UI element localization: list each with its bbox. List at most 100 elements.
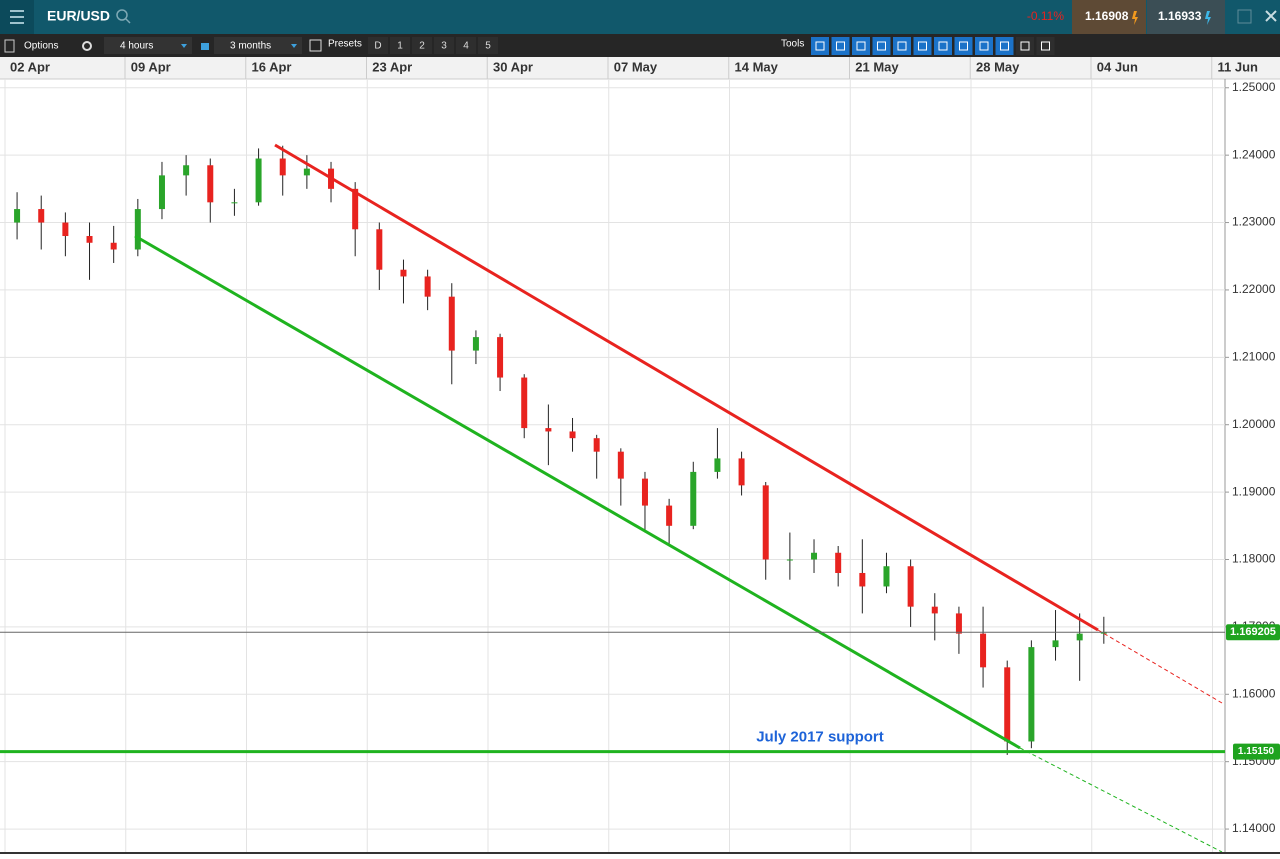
search-icon[interactable]: [116, 9, 128, 21]
x-tick-label: 14 May: [735, 59, 779, 74]
support-box: [1233, 743, 1280, 760]
x-tick-label: 21 May: [855, 59, 899, 74]
tool-button[interactable]: [852, 37, 870, 55]
sell-price: 1.16908: [1085, 9, 1129, 23]
y-tick-label: 1.21000: [1232, 349, 1276, 363]
maximize-button[interactable]: [1237, 9, 1252, 24]
tool-button[interactable]: [893, 37, 911, 55]
resistance-extension: [1097, 629, 1223, 704]
tool-button[interactable]: [1016, 37, 1034, 55]
y-tick-label: 1.19000: [1232, 484, 1276, 498]
resistance-line[interactable]: [274, 143, 1099, 632]
tool-button[interactable]: [831, 37, 850, 55]
candle-body: [617, 451, 624, 479]
symbol[interactable]: EUR/USD: [47, 8, 110, 24]
candle-body: [448, 296, 455, 351]
preset-label: D: [374, 41, 381, 52]
candle-body: [110, 242, 117, 250]
candle-body: [38, 209, 45, 223]
search-icon: [125, 18, 131, 24]
candle-body: [738, 458, 745, 486]
tool-button[interactable]: [811, 37, 829, 55]
tool-button[interactable]: [1036, 37, 1055, 55]
candle-body: [158, 175, 165, 210]
tool-icon: [815, 41, 825, 51]
presets-label: Presets: [328, 39, 362, 50]
tool-icon: [918, 41, 927, 51]
date-axis: [0, 57, 1280, 79]
candle-body: [835, 552, 842, 573]
candle-body: [255, 158, 262, 203]
candle-body: [569, 431, 576, 439]
candle-body: [762, 485, 769, 560]
candle-body: [303, 168, 310, 176]
close-button[interactable]: [1265, 10, 1277, 22]
options-icon: [4, 39, 15, 53]
candle-body: [279, 158, 286, 176]
preset-button[interactable]: [456, 37, 476, 54]
candle-body: [931, 606, 938, 614]
preset-label: 1: [397, 41, 403, 52]
tool-icon: [877, 41, 886, 51]
tool-icon: [1020, 41, 1030, 51]
candle-body: [472, 337, 479, 351]
candle-body: [1100, 632, 1107, 634]
y-tick-label: 1.24000: [1232, 147, 1276, 161]
tool-icon: [856, 41, 866, 51]
x-tick-label: 28 May: [976, 59, 1020, 74]
candle-body: [786, 559, 793, 561]
tool-icon: [1041, 41, 1050, 51]
calendar-icon[interactable]: [309, 39, 322, 52]
candle-body: [424, 276, 431, 297]
tool-button[interactable]: [975, 37, 993, 55]
tool-icon: [979, 41, 989, 51]
preset-label: 5: [485, 41, 491, 52]
preset-label: 4: [463, 41, 469, 52]
candle-body: [62, 222, 69, 237]
support-label: 1.15150: [1238, 746, 1275, 757]
settings-icon[interactable]: [82, 41, 92, 51]
options-button[interactable]: Options: [24, 41, 58, 52]
candle-body: [690, 471, 697, 526]
range-select[interactable]: [214, 37, 302, 54]
x-tick-label: 04 Jun: [1097, 59, 1138, 74]
x-tick-label: 30 Apr: [493, 59, 533, 74]
preset-button[interactable]: [434, 37, 454, 54]
top-bar: [0, 0, 1280, 34]
y-tick-label: 1.20000: [1232, 417, 1276, 431]
preset-button[interactable]: [368, 37, 388, 54]
channel-support-line[interactable]: [134, 234, 1021, 750]
x-tick-label: 11 Jun: [1218, 59, 1259, 74]
candle-body: [352, 188, 359, 230]
preset-button[interactable]: [390, 37, 410, 54]
candle-body: [980, 633, 987, 668]
candle-body: [545, 428, 552, 432]
x-tick-label: 16 Apr: [252, 59, 292, 74]
tool-button[interactable]: [934, 37, 952, 55]
x-tick-label: 09 Apr: [131, 59, 171, 74]
tool-button[interactable]: [913, 37, 932, 55]
candle-body: [1004, 667, 1011, 742]
annotation: July 2017 support: [756, 729, 884, 746]
x-tick-label: 02 Apr: [10, 59, 50, 74]
x-tick-label: 23 Apr: [372, 59, 412, 74]
buy-button[interactable]: [1147, 0, 1225, 34]
interval-select[interactable]: [104, 37, 192, 54]
candle-body: [859, 572, 866, 587]
tool-button[interactable]: [872, 37, 891, 55]
sell-arrow: [1132, 11, 1138, 25]
y-tick-label: 1.23000: [1232, 215, 1276, 229]
candle-body: [714, 458, 721, 472]
candle-body: [497, 337, 504, 378]
preset-button[interactable]: [412, 37, 432, 54]
channel-support-extension: [1019, 747, 1223, 853]
tool-button[interactable]: [995, 37, 1014, 55]
preset-button[interactable]: [478, 37, 498, 54]
preset-label: 2: [419, 41, 425, 52]
lock-icon[interactable]: [201, 43, 209, 50]
tool-button[interactable]: [954, 37, 973, 55]
menu-icon: [10, 10, 24, 24]
candle-body: [811, 552, 818, 560]
candle-body: [907, 566, 914, 607]
